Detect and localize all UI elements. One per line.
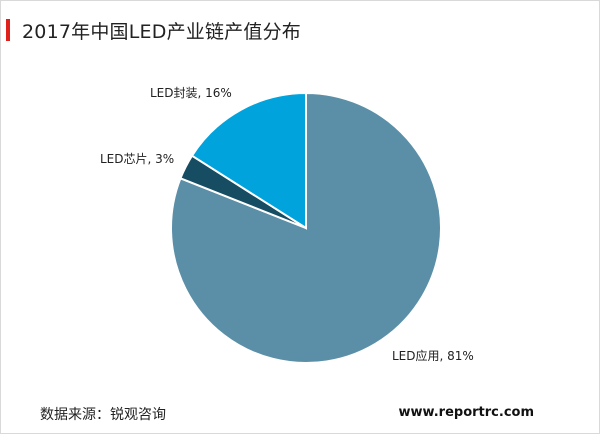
slice-label-led-application: LED应用, 81% — [392, 349, 474, 363]
slice-label-led-chip: LED芯片, 3% — [100, 152, 175, 166]
slice-label-led-packaging: LED封装, 16% — [150, 86, 232, 100]
data-source: 数据来源：锐观咨询 — [40, 407, 166, 423]
website-url: www.reportrc.com — [398, 405, 534, 420]
chart-title: 2017年中国LED产业链产值分布 — [22, 21, 301, 43]
title-accent-bar — [6, 19, 10, 41]
pie-slice-led-packaging — [190, 91, 307, 230]
